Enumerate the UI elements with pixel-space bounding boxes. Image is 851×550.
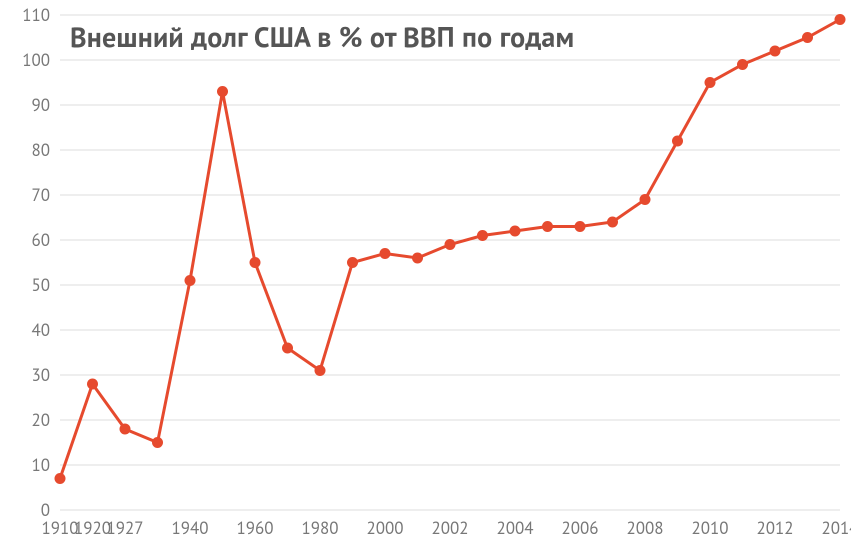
y-axis-label: 40 bbox=[31, 319, 50, 341]
x-axis-label: 2000 bbox=[366, 517, 403, 539]
y-axis-label: 80 bbox=[31, 139, 50, 161]
x-axis-label: 2014 bbox=[821, 517, 851, 539]
data-point bbox=[510, 226, 521, 237]
data-point bbox=[120, 424, 131, 435]
data-point bbox=[217, 86, 228, 97]
x-axis-label: 2012 bbox=[756, 517, 793, 539]
data-point bbox=[607, 217, 618, 228]
chart-title: Внешний долг США в % от ВВП по годам bbox=[70, 18, 574, 55]
x-axis-label: 1960 bbox=[236, 517, 273, 539]
data-point bbox=[87, 379, 98, 390]
y-axis-label: 20 bbox=[31, 409, 50, 431]
x-axis-label: 2010 bbox=[691, 517, 728, 539]
y-axis-label: 110 bbox=[22, 4, 50, 26]
data-point bbox=[705, 77, 716, 88]
x-axis-label: 1940 bbox=[171, 517, 208, 539]
data-point bbox=[640, 194, 651, 205]
y-axis-label: 30 bbox=[31, 364, 50, 386]
data-point bbox=[185, 275, 196, 286]
data-point bbox=[542, 221, 553, 232]
y-axis-label: 60 bbox=[31, 229, 50, 251]
data-point bbox=[575, 221, 586, 232]
x-axis-label: 2006 bbox=[561, 517, 598, 539]
x-axis-label: 2002 bbox=[431, 517, 468, 539]
data-point bbox=[250, 257, 261, 268]
data-point bbox=[315, 365, 326, 376]
data-point bbox=[477, 230, 488, 241]
data-point bbox=[770, 46, 781, 57]
data-point bbox=[835, 14, 846, 25]
y-axis-label: 90 bbox=[31, 94, 50, 116]
data-point bbox=[152, 437, 163, 448]
data-point bbox=[737, 59, 748, 70]
chart-svg: 0102030405060708090100110191019201927194… bbox=[0, 0, 851, 550]
y-axis-label: 70 bbox=[31, 184, 50, 206]
data-point bbox=[445, 239, 456, 250]
x-axis-label: 1927 bbox=[106, 517, 143, 539]
y-axis-label: 50 bbox=[31, 274, 50, 296]
data-point bbox=[282, 343, 293, 354]
y-axis-label: 100 bbox=[22, 49, 50, 71]
x-axis-label: 1910 bbox=[41, 517, 78, 539]
data-point bbox=[347, 257, 358, 268]
data-point bbox=[802, 32, 813, 43]
chart-container: Внешний долг США в % от ВВП по годам 010… bbox=[0, 0, 851, 550]
y-axis-label: 10 bbox=[31, 454, 50, 476]
data-point bbox=[380, 248, 391, 259]
x-axis-label: 2008 bbox=[626, 517, 663, 539]
x-axis-label: 1980 bbox=[301, 517, 338, 539]
x-axis-label: 2004 bbox=[496, 517, 533, 539]
data-point bbox=[412, 253, 423, 264]
data-point bbox=[672, 136, 683, 147]
x-axis-label: 1920 bbox=[74, 517, 111, 539]
data-point bbox=[55, 473, 66, 484]
